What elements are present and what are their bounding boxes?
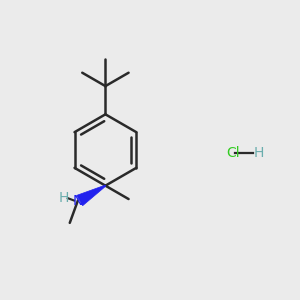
Polygon shape	[77, 185, 106, 206]
Text: Cl: Cl	[226, 146, 239, 160]
Text: H: H	[59, 191, 69, 205]
Text: N: N	[73, 194, 83, 208]
Text: H: H	[254, 146, 264, 160]
